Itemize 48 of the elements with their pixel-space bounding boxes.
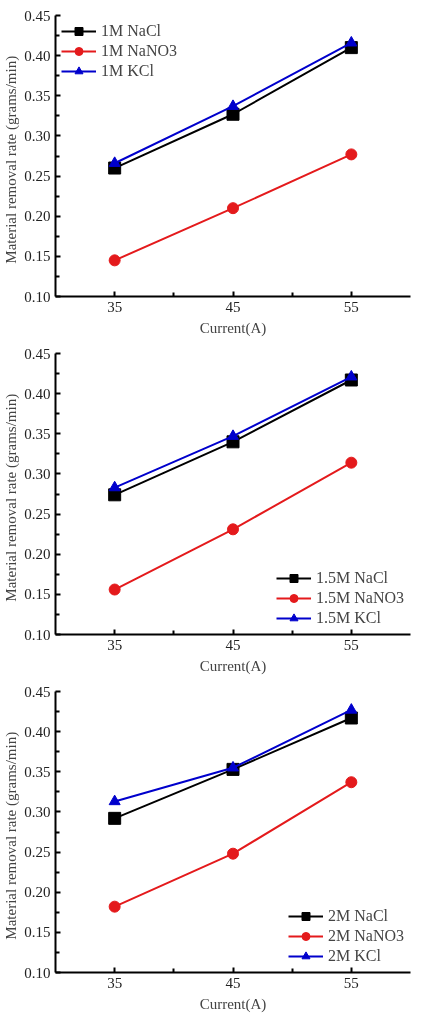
y-tick-label: 0.10 xyxy=(24,964,51,981)
y-tick-label: 0.45 xyxy=(24,7,51,24)
legend-label: 1.5M NaCl xyxy=(316,569,388,587)
y-tick-label: 0.20 xyxy=(24,884,51,901)
y-tick-label: 0.30 xyxy=(24,803,51,820)
y-tick-label: 0.15 xyxy=(24,248,51,265)
y-tick-label: 0.10 xyxy=(24,626,51,643)
x-axis-title: Current(A) xyxy=(199,319,267,337)
y-tick-label: 0.40 xyxy=(24,723,51,740)
x-tick-label: 35 xyxy=(107,636,123,653)
y-axis-title: Material removal rate (grams/min) xyxy=(3,55,21,264)
y-tick-label: 0.40 xyxy=(24,47,51,64)
x-tick-label: 35 xyxy=(107,974,123,991)
y-axis-title: Material removal rate (grams/min) xyxy=(3,393,21,602)
y-tick-label: 0.25 xyxy=(24,506,51,523)
x-axis-title: Current(A) xyxy=(199,995,267,1013)
legend-label: 2M KCl xyxy=(328,947,381,965)
y-tick-label: 0.10 xyxy=(24,288,51,305)
x-tick-label: 45 xyxy=(225,636,241,653)
y-tick-label: 0.25 xyxy=(24,844,51,861)
y-tick-label: 0.45 xyxy=(24,683,51,700)
legend-label: 1M NaNO3 xyxy=(101,42,177,60)
x-tick-label: 45 xyxy=(225,974,241,991)
legend-label: 2M NaNO3 xyxy=(328,927,404,945)
y-tick-label: 0.35 xyxy=(24,87,51,104)
y-axis-title: Material removal rate (grams/min) xyxy=(3,731,21,940)
y-tick-label: 0.15 xyxy=(24,924,51,941)
y-tick-label: 0.15 xyxy=(24,586,51,603)
y-tick-label: 0.20 xyxy=(24,546,51,563)
y-tick-label: 0.35 xyxy=(24,763,51,780)
y-tick-label: 0.20 xyxy=(24,208,51,225)
legend-label: 1M NaCl xyxy=(101,22,161,40)
x-axis-title: Current(A) xyxy=(199,657,267,675)
x-tick-label: 35 xyxy=(107,298,123,315)
x-tick-label: 55 xyxy=(343,636,359,653)
legend-label: 1.5M KCl xyxy=(316,609,381,627)
legend-label: 2M NaCl xyxy=(328,907,388,925)
y-tick-label: 0.30 xyxy=(24,127,51,144)
y-tick-label: 0.35 xyxy=(24,425,51,442)
y-tick-label: 0.45 xyxy=(24,345,51,362)
x-tick-label: 55 xyxy=(343,298,359,315)
y-tick-label: 0.30 xyxy=(24,465,51,482)
x-tick-label: 45 xyxy=(225,298,241,315)
y-tick-label: 0.40 xyxy=(24,385,51,402)
legend-label: 1M KCl xyxy=(101,62,154,80)
legend-label: 1.5M NaNO3 xyxy=(316,589,404,607)
x-tick-label: 55 xyxy=(343,974,359,991)
y-tick-label: 0.25 xyxy=(24,168,51,185)
